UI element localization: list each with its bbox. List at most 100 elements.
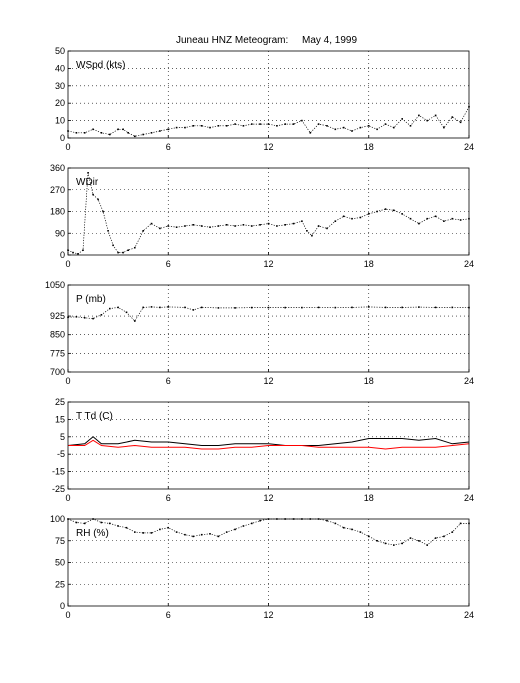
data-point <box>112 244 114 247</box>
data-point <box>92 193 94 196</box>
data-point <box>351 130 353 132</box>
data-point <box>75 521 78 524</box>
axes-frame <box>67 50 470 139</box>
data-point <box>334 220 337 222</box>
data-point <box>376 128 378 131</box>
data-point <box>159 306 161 309</box>
data-point <box>401 306 403 309</box>
y-tick-label: 270 <box>50 185 65 195</box>
x-tick-label: 0 <box>65 376 70 386</box>
data-point <box>217 307 220 309</box>
data-point <box>326 227 328 230</box>
series-trace <box>67 518 469 546</box>
data-point <box>117 251 119 254</box>
data-point <box>192 309 195 311</box>
data-point <box>97 198 99 201</box>
data-point <box>87 172 89 174</box>
data-point <box>209 533 211 535</box>
series-2 <box>68 439 470 450</box>
data-point <box>150 132 153 134</box>
panel-3: 0 6 12 18 24 700 775 850 925 1050 P (mb) <box>45 280 474 386</box>
data-point <box>426 544 428 546</box>
data-point <box>159 528 161 531</box>
data-point <box>317 225 320 227</box>
panel-4: 0 6 12 18 24 -25 -15 -5 5 15 25 T Td (C) <box>52 397 474 503</box>
data-point <box>234 225 236 227</box>
x-tick-label: 12 <box>263 142 273 152</box>
data-point <box>122 251 124 254</box>
data-point <box>284 123 286 125</box>
data-point <box>418 114 420 117</box>
y-tick-label: 0 <box>60 250 65 260</box>
x-tick-label: 0 <box>65 610 70 620</box>
y-tick-label: 25 <box>55 579 65 589</box>
data-point <box>459 522 462 525</box>
data-point <box>267 306 270 309</box>
data-point <box>109 307 111 310</box>
panel-label: RH (%) <box>76 528 109 539</box>
data-point <box>451 116 454 118</box>
data-point <box>284 306 286 309</box>
data-point <box>234 123 236 125</box>
data-point <box>326 519 328 522</box>
data-point <box>434 306 437 309</box>
panel-2: 0 6 12 18 24 0 90 180 270 360 WDir <box>50 163 474 269</box>
data-point <box>459 219 462 221</box>
data-point <box>184 225 186 227</box>
data-point <box>451 531 454 533</box>
data-point <box>351 306 353 309</box>
y-tick-label: 0 <box>60 601 65 611</box>
data-point <box>426 119 428 122</box>
data-point <box>393 126 395 129</box>
series-line <box>67 436 470 446</box>
data-point <box>150 306 153 308</box>
data-point <box>184 126 186 129</box>
series-1 <box>67 518 470 546</box>
data-point <box>175 126 178 129</box>
panel-label: WSpd (kts) <box>76 60 125 71</box>
data-point <box>200 533 203 536</box>
data-point <box>77 253 79 255</box>
data-point <box>384 306 387 309</box>
data-point <box>393 209 395 212</box>
x-tick-label: 18 <box>364 376 374 386</box>
data-point <box>301 306 303 309</box>
data-point <box>100 521 103 524</box>
data-point <box>75 132 78 134</box>
data-point <box>109 133 111 136</box>
data-point <box>134 320 136 322</box>
data-point <box>192 535 195 538</box>
data-point <box>284 224 286 226</box>
data-point <box>159 227 161 230</box>
data-point <box>384 208 387 210</box>
data-point <box>359 531 362 533</box>
data-point <box>192 224 195 226</box>
data-point <box>367 213 370 215</box>
data-point <box>75 316 78 318</box>
data-point <box>409 537 412 539</box>
data-point <box>317 123 320 125</box>
data-point <box>142 230 144 232</box>
data-point <box>83 317 86 319</box>
data-point <box>82 249 84 251</box>
x-tick-label: 18 <box>364 259 374 269</box>
data-point <box>184 533 186 536</box>
data-point <box>306 230 308 232</box>
data-point <box>242 525 245 527</box>
data-point <box>122 128 124 131</box>
data-point <box>83 522 86 525</box>
data-point <box>451 217 454 220</box>
data-point <box>434 215 437 218</box>
x-tick-label: 0 <box>65 493 70 503</box>
y-tick-label: 775 <box>50 348 65 358</box>
data-point <box>342 126 345 129</box>
data-point <box>242 224 245 226</box>
panel-label: T Td (C) <box>76 411 113 422</box>
y-tick-label: 50 <box>55 558 65 568</box>
data-point <box>217 535 220 538</box>
data-point <box>443 220 445 222</box>
data-point <box>292 222 295 225</box>
y-tick-label: 10 <box>55 116 65 126</box>
data-point <box>175 226 178 228</box>
